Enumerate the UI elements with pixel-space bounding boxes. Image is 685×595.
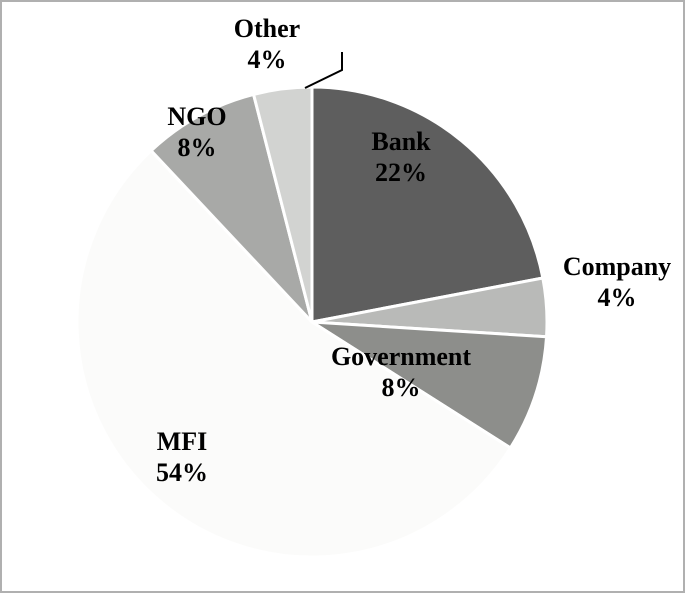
slice-percent: 4%	[563, 282, 671, 313]
pie-slice-label: Government8%	[331, 341, 471, 403]
slice-percent: 4%	[234, 44, 300, 75]
slice-percent: 54%	[156, 457, 208, 488]
pie-slice-label: Company4%	[563, 251, 671, 313]
slice-name: Other	[234, 13, 300, 44]
slice-percent: 22%	[371, 157, 430, 188]
pie-chart-container: Bank22%Company4%Government8%MFI54%NGO8%O…	[0, 0, 685, 593]
slice-name: NGO	[167, 101, 226, 132]
pie-slice-label: MFI54%	[156, 426, 208, 488]
slice-percent: 8%	[167, 132, 226, 163]
leader-line	[305, 52, 342, 88]
slice-name: Bank	[371, 126, 430, 157]
slice-name: Company	[563, 251, 671, 282]
slice-name: Government	[331, 341, 471, 372]
slice-name: MFI	[156, 426, 208, 457]
slice-percent: 8%	[331, 372, 471, 403]
pie-slice-label: NGO8%	[167, 101, 226, 163]
pie-slice-label: Bank22%	[371, 126, 430, 188]
pie-slice-label: Other4%	[234, 13, 300, 75]
